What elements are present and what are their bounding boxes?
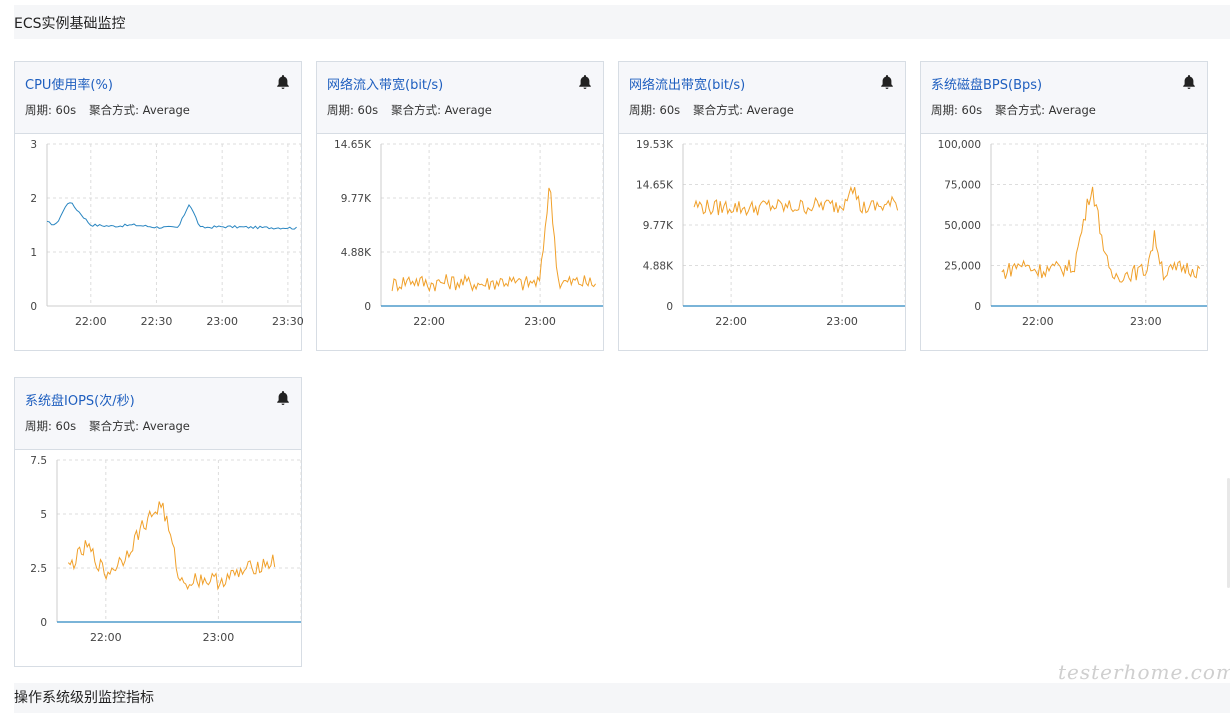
next-section-header: 操作系统级别监控指标	[14, 683, 1230, 713]
aggregation-label: 聚合方式: Average	[391, 103, 492, 117]
card-header: 网络流出带宽(bit/s) 周期: 60s 聚合方式: Average	[619, 62, 905, 134]
card-meta: 周期: 60s 聚合方式: Average	[931, 102, 1098, 118]
alarm-bell-icon[interactable]	[1182, 74, 1196, 90]
y-tick-label: 3	[30, 139, 37, 151]
x-tick-label: 22:30	[141, 315, 173, 328]
card-header: 系统磁盘BPS(Bps) 周期: 60s 聚合方式: Average	[921, 62, 1207, 134]
card-header: 网络流入带宽(bit/s) 周期: 60s 聚合方式: Average	[317, 62, 603, 134]
card-header: 系统盘IOPS(次/秒) 周期: 60s 聚合方式: Average	[15, 378, 301, 450]
y-tick-label: 2.5	[30, 563, 47, 575]
y-tick-label: 0	[666, 301, 673, 313]
x-tick-label: 22:00	[90, 631, 122, 644]
disk-iops-chart[interactable]: 7.5 5 2.5 0 22:00 23:00	[15, 450, 303, 666]
next-section-title: 操作系统级别监控指标	[14, 690, 154, 706]
y-tick-label: 75,000	[944, 180, 981, 192]
x-tick-label: 23:00	[826, 315, 858, 328]
chart-card-cpu: CPU使用率(%) 周期: 60s 聚合方式: Average 3 2 1 0 22:0…	[14, 61, 303, 351]
series-line	[693, 185, 899, 217]
period-label: 周期: 60s	[629, 103, 681, 117]
alarm-bell-icon[interactable]	[276, 74, 290, 90]
x-tick-label: 23:00	[206, 315, 238, 328]
card-meta: 周期: 60s 聚合方式: Average	[25, 418, 192, 434]
x-tick-label: 22:00	[413, 315, 445, 328]
y-tick-label: 0	[30, 301, 37, 313]
chart-card-disk-iops: 系统盘IOPS(次/秒) 周期: 60s 聚合方式: Average 7.5 5 2…	[14, 377, 302, 667]
chart-title-link[interactable]: 网络流出带宽(bit/s)	[629, 78, 746, 93]
series-line	[67, 501, 276, 591]
chart-card-net-in: 网络流入带宽(bit/s) 周期: 60s 聚合方式: Average 14.6…	[316, 61, 604, 351]
alarm-bell-icon[interactable]	[578, 74, 592, 90]
alarm-bell-icon[interactable]	[880, 74, 894, 90]
aggregation-label: 聚合方式: Average	[89, 103, 190, 117]
card-meta: 周期: 60s 聚合方式: Average	[327, 102, 494, 118]
y-tick-label: 50,000	[944, 220, 981, 232]
alarm-bell-icon[interactable]	[276, 390, 290, 406]
y-tick-label: 1	[30, 247, 37, 259]
period-label: 周期: 60s	[327, 103, 379, 117]
net-in-chart[interactable]: 14.65K 9.77K 4.88K 0 22:00 23:00	[317, 134, 605, 350]
x-tick-label: 22:00	[75, 315, 107, 328]
period-label: 周期: 60s	[931, 103, 983, 117]
y-tick-label: 0	[364, 301, 371, 313]
series-line	[46, 202, 297, 230]
y-tick-label: 7.5	[30, 455, 47, 467]
chart-title-link[interactable]: 系统磁盘BPS(Bps)	[931, 78, 1043, 93]
net-out-chart[interactable]: 19.53K 14.65K 9.77K 4.88K 0 22:00 23:00	[619, 134, 907, 350]
watermark: testerhome.com	[1058, 660, 1230, 684]
chart-card-net-out: 网络流出带宽(bit/s) 周期: 60s 聚合方式: Average 19.5…	[618, 61, 906, 351]
y-tick-label: 100,000	[938, 139, 981, 151]
y-tick-label: 14.65K	[334, 139, 372, 151]
y-tick-label: 0	[974, 301, 981, 313]
cpu-chart[interactable]: 3 2 1 0 22:00 22:30 23:00 23:30	[15, 134, 303, 350]
x-tick-label: 23:30	[272, 315, 303, 328]
series-line	[1001, 186, 1201, 283]
card-meta: 周期: 60s 聚合方式: Average	[25, 102, 192, 118]
card-meta: 周期: 60s 聚合方式: Average	[629, 102, 796, 118]
aggregation-label: 聚合方式: Average	[693, 103, 794, 117]
scrollbar[interactable]	[1227, 478, 1230, 588]
x-tick-label: 22:00	[715, 315, 747, 328]
x-tick-label: 23:00	[1130, 315, 1162, 328]
y-tick-label: 4.88K	[643, 261, 674, 273]
y-tick-label: 2	[30, 193, 37, 205]
y-tick-label: 19.53K	[636, 139, 674, 151]
y-tick-label: 9.77K	[643, 220, 674, 232]
chart-card-disk-bps: 系统磁盘BPS(Bps) 周期: 60s 聚合方式: Average 100,0…	[920, 61, 1208, 351]
y-tick-label: 0	[40, 617, 47, 629]
period-label: 周期: 60s	[25, 419, 77, 433]
aggregation-label: 聚合方式: Average	[89, 419, 190, 433]
period-label: 周期: 60s	[25, 103, 77, 117]
series-line	[391, 187, 597, 293]
y-tick-label: 4.88K	[341, 247, 372, 259]
chart-title-link[interactable]: 网络流入带宽(bit/s)	[327, 78, 444, 93]
y-tick-label: 14.65K	[636, 180, 674, 192]
y-tick-label: 9.77K	[341, 193, 372, 205]
aggregation-label: 聚合方式: Average	[995, 103, 1096, 117]
card-header: CPU使用率(%) 周期: 60s 聚合方式: Average	[15, 62, 301, 134]
x-tick-label: 23:00	[524, 315, 556, 328]
y-tick-label: 25,000	[944, 261, 981, 273]
chart-title-link[interactable]: CPU使用率(%)	[25, 78, 113, 93]
y-tick-label: 5	[40, 509, 47, 521]
disk-bps-chart[interactable]: 100,000 75,000 50,000 25,000 0 22:00 23:00	[921, 134, 1209, 350]
chart-title-link[interactable]: 系统盘IOPS(次/秒)	[25, 394, 135, 409]
section-header: ECS实例基础监控	[14, 5, 1230, 39]
section-title: ECS实例基础监控	[14, 16, 126, 32]
x-tick-label: 22:00	[1022, 315, 1054, 328]
x-tick-label: 23:00	[203, 631, 235, 644]
